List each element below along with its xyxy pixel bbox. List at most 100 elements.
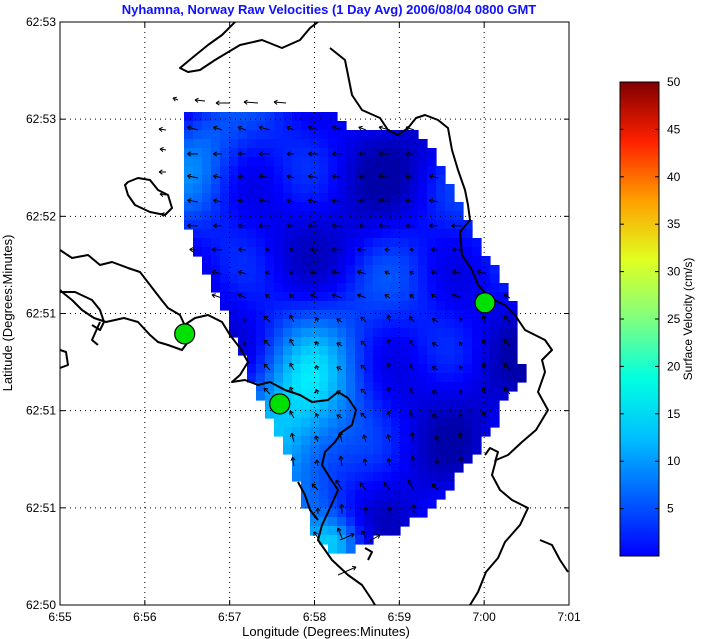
field-cell [283, 382, 293, 392]
field-cell [490, 409, 500, 419]
velocity-vector [187, 223, 199, 229]
field-cell [220, 112, 230, 122]
x-tick-label: 6:55 [48, 610, 72, 624]
field-cell [373, 130, 383, 140]
field-cell [382, 364, 392, 374]
field-cell [382, 427, 392, 437]
field-cell [364, 517, 374, 527]
field-cell [391, 472, 401, 482]
field-cell [427, 445, 437, 455]
field-cell [292, 454, 302, 464]
field-cell [364, 247, 374, 257]
field-cell [319, 211, 329, 221]
field-cell [400, 211, 410, 221]
field-cell [355, 355, 365, 365]
field-cell [274, 229, 284, 239]
field-cell [418, 481, 428, 491]
velocity-vector [336, 318, 343, 323]
field-cell [508, 337, 518, 347]
field-cell [391, 301, 401, 311]
field-cell [436, 418, 446, 428]
field-cell [364, 418, 374, 428]
field-cell [463, 418, 473, 428]
field-cell [436, 382, 446, 392]
field-cell [265, 409, 275, 419]
field-cell [364, 481, 374, 491]
field-cell [292, 400, 302, 410]
field-cell [301, 202, 311, 212]
velocity-vector [458, 456, 464, 467]
field-cell [364, 130, 374, 140]
field-cell [490, 328, 500, 338]
field-cell [346, 481, 356, 491]
field-cell [310, 112, 320, 122]
field-cell [409, 274, 419, 284]
field-cell [454, 265, 464, 275]
field-cell [274, 328, 284, 338]
field-cell [490, 382, 500, 392]
field-cell [319, 229, 329, 239]
field-cell [292, 463, 302, 473]
field-cell [220, 247, 230, 257]
field-cell [391, 229, 401, 239]
field-cell [445, 481, 455, 491]
x-tick-label: 7:00 [472, 610, 496, 624]
field-cell [256, 265, 266, 275]
field-cell [355, 328, 365, 338]
field-cell [247, 274, 257, 284]
field-cell [463, 310, 473, 320]
field-cell [238, 130, 248, 140]
field-cell [292, 472, 302, 482]
velocity-vector [357, 269, 367, 275]
field-cell [355, 211, 365, 221]
velocity-vector [458, 317, 463, 323]
field-cell [274, 175, 284, 185]
field-cell [193, 112, 203, 122]
field-cell [346, 445, 356, 455]
field-cell [391, 517, 401, 527]
field-cell [310, 382, 320, 392]
field-cell [256, 229, 266, 239]
field-cell [292, 373, 302, 383]
field-cell [328, 454, 338, 464]
field-cell [328, 337, 338, 347]
field-cell [328, 247, 338, 257]
field-cell [409, 256, 419, 266]
velocity-vector [430, 270, 439, 275]
velocity-vector [331, 293, 343, 299]
velocity-vector [360, 364, 367, 371]
field-cell [319, 157, 329, 167]
field-cell [328, 274, 338, 284]
field-cell [229, 238, 239, 248]
field-cell [346, 463, 356, 473]
field-cell [238, 247, 248, 257]
field-cell [445, 409, 455, 419]
field-cell [292, 310, 302, 320]
field-cell [274, 418, 284, 428]
field-cell [490, 265, 500, 275]
field-cell [283, 184, 293, 194]
velocity-vector [213, 174, 223, 180]
field-cell [292, 391, 302, 401]
field-cell [373, 490, 383, 500]
field-cell [238, 337, 248, 347]
field-cell [445, 202, 455, 212]
field-cell [256, 292, 266, 302]
colorbar-ticks: 5 10 15 20 25 30 35 40 45 50 [620, 75, 681, 516]
field-cell [283, 274, 293, 284]
field-cell [382, 265, 392, 275]
field-cell [346, 517, 356, 527]
field-cell [382, 517, 392, 527]
field-cell [409, 400, 419, 410]
field-cell [391, 328, 401, 338]
field-cell [373, 481, 383, 491]
field-cell [310, 481, 320, 491]
field-cell [346, 301, 356, 311]
field-cell [373, 499, 383, 509]
field-cell [364, 238, 374, 248]
velocity-vector [158, 126, 167, 132]
field-cell [400, 202, 410, 212]
velocity-vector [367, 534, 381, 543]
field-cell [418, 337, 428, 347]
field-cell [472, 238, 482, 248]
